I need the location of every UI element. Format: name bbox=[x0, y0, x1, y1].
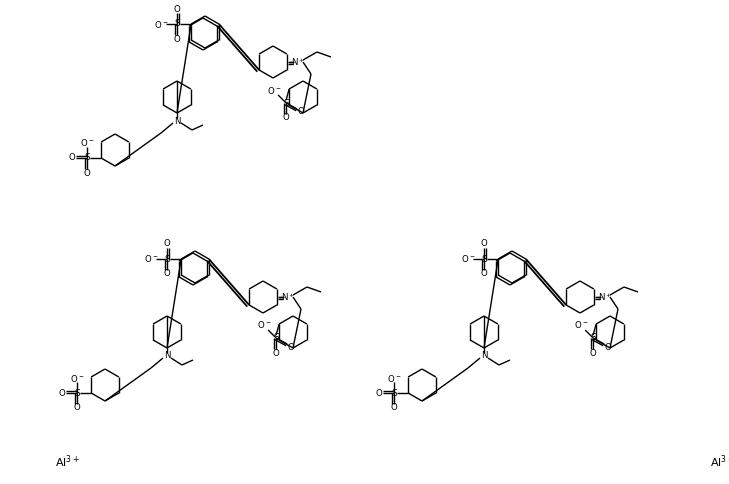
Text: N: N bbox=[174, 117, 180, 125]
Text: S: S bbox=[590, 333, 596, 343]
Text: S: S bbox=[164, 255, 170, 263]
Text: S: S bbox=[391, 389, 397, 397]
Text: O$^-$: O$^-$ bbox=[154, 18, 168, 30]
Text: S: S bbox=[273, 333, 279, 343]
Text: N$^+$: N$^+$ bbox=[598, 291, 612, 303]
Text: Al$^{3+}$: Al$^{3+}$ bbox=[710, 454, 729, 470]
Text: O$^-$: O$^-$ bbox=[387, 373, 402, 383]
Text: S: S bbox=[74, 389, 80, 397]
Text: O: O bbox=[174, 4, 181, 14]
Text: Al$^{3+}$: Al$^{3+}$ bbox=[55, 454, 80, 470]
Text: O: O bbox=[59, 389, 66, 397]
Text: S: S bbox=[481, 255, 487, 263]
Text: O$^-$: O$^-$ bbox=[574, 319, 588, 331]
Text: O: O bbox=[288, 343, 295, 351]
Text: O$^-$: O$^-$ bbox=[80, 137, 94, 149]
Text: O$^-$: O$^-$ bbox=[461, 254, 475, 264]
Text: O: O bbox=[590, 348, 596, 358]
Text: S: S bbox=[284, 99, 289, 107]
Text: O: O bbox=[84, 168, 90, 178]
Text: N$^+$: N$^+$ bbox=[281, 291, 295, 303]
Text: O: O bbox=[174, 34, 181, 44]
Text: O: O bbox=[605, 343, 612, 351]
Text: O: O bbox=[391, 404, 397, 412]
Text: O: O bbox=[283, 114, 289, 122]
Text: O$^-$: O$^-$ bbox=[267, 85, 281, 95]
Text: O: O bbox=[273, 348, 279, 358]
Text: O: O bbox=[375, 389, 383, 397]
Text: O: O bbox=[480, 240, 488, 248]
Text: S: S bbox=[174, 19, 180, 29]
Text: O$^-$: O$^-$ bbox=[257, 319, 271, 331]
Text: O$^-$: O$^-$ bbox=[144, 254, 158, 264]
Text: O: O bbox=[74, 404, 80, 412]
Text: N: N bbox=[480, 351, 487, 361]
Text: O: O bbox=[297, 107, 305, 117]
Text: O: O bbox=[164, 270, 171, 278]
Text: O$^-$: O$^-$ bbox=[70, 373, 85, 383]
Text: N$^+$: N$^+$ bbox=[291, 56, 305, 68]
Text: O: O bbox=[480, 270, 488, 278]
Text: O: O bbox=[164, 240, 171, 248]
Text: S: S bbox=[85, 153, 90, 163]
Text: O: O bbox=[69, 153, 76, 163]
Text: N: N bbox=[164, 351, 171, 361]
